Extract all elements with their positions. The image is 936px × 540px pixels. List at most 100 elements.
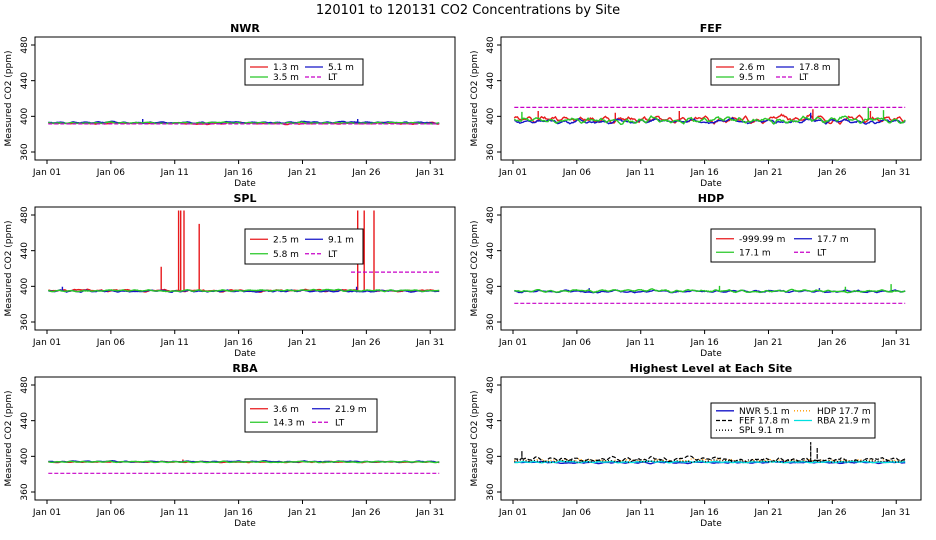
- legend: NWR 5.1 m HDP 17.7 m FEF 17.8 m RBA 21.9 m S…: [710, 402, 876, 439]
- y-tick-label: 480: [486, 376, 496, 393]
- y-tick-label: 400: [486, 277, 496, 294]
- panel-spl: SPL Date Measured CO2 (ppm) 360 400 440 480 Jan…: [4, 192, 456, 359]
- series-line-17-8-m: [514, 112, 906, 125]
- x-tick-label: Jan 31: [881, 338, 910, 348]
- plot-frame: [500, 206, 922, 331]
- series-line-spl-9-1-m: [514, 459, 906, 464]
- x-tick-label: Jan 21: [287, 508, 316, 518]
- x-tick-label: Jan 06: [96, 508, 125, 518]
- plot-frame: [34, 376, 456, 501]
- x-tick-label: Jan 11: [160, 508, 189, 518]
- x-tick-label: Jan 11: [626, 508, 655, 518]
- x-tick-label: Jan 26: [817, 168, 846, 178]
- plot-frame: [500, 36, 922, 161]
- x-tick-label: Jan 01: [498, 508, 527, 518]
- plot-frame: [34, 36, 456, 161]
- y-tick-label: 360: [20, 483, 30, 500]
- x-tick-label: Jan 21: [753, 168, 782, 178]
- panel-hdp: HDP Date Measured CO2 (ppm) 360 400 440 480 Jan…: [470, 192, 922, 359]
- x-tick-label: Jan 31: [415, 508, 444, 518]
- x-tick-label: Jan 06: [562, 508, 591, 518]
- y-tick-label: 400: [486, 107, 496, 124]
- panel-title: NWR: [230, 22, 260, 35]
- panel-rba: RBA Date Measured CO2 (ppm) 360 400 440 480 Jan…: [4, 362, 456, 529]
- legend-label: LT: [817, 248, 827, 258]
- legend: 1.3 m 5.1 m 3.5 m LT: [244, 58, 364, 86]
- x-tick-label: Jan 11: [160, 338, 189, 348]
- x-tick-label: Jan 11: [626, 338, 655, 348]
- y-tick-label: 440: [486, 242, 496, 259]
- legend-label: 3.6 m: [273, 405, 299, 415]
- legend-label: 9.5 m: [739, 73, 765, 83]
- legend-label: 1.3 m: [273, 63, 299, 73]
- series-group: [48, 459, 440, 474]
- series-line-fef-17-8-m: [514, 442, 906, 464]
- x-tick-label: Jan 31: [415, 168, 444, 178]
- x-tick-label: Jan 26: [351, 168, 380, 178]
- plot-frame: [500, 376, 922, 501]
- x-tick-label: Jan 11: [626, 168, 655, 178]
- legend-box: [710, 228, 876, 263]
- legend-label: 2.6 m: [739, 63, 765, 73]
- legend: 2.5 m 9.1 m 5.8 m LT: [244, 228, 364, 265]
- x-tick-label: Jan 26: [351, 508, 380, 518]
- panel-title: FEF: [700, 22, 723, 35]
- legend: -999.99 m 17.7 m 17.1 m LT: [710, 228, 876, 263]
- series-line-17-1-m: [514, 284, 906, 294]
- x-tick-label: Jan 06: [562, 338, 591, 348]
- panel-title: Highest Level at Each Site: [630, 362, 793, 375]
- series-group: [514, 284, 906, 304]
- legend-box: [710, 402, 876, 439]
- x-tick-label: Jan 16: [690, 508, 719, 518]
- x-tick-label: Jan 16: [224, 338, 253, 348]
- x-tick-label: Jan 16: [690, 168, 719, 178]
- x-tick-label: Jan 01: [32, 168, 61, 178]
- legend: 3.6 m 21.9 m 14.3 m LT: [244, 398, 378, 433]
- series-group: [513, 442, 906, 465]
- y-tick-label: 360: [486, 143, 496, 160]
- x-axis-label: Date: [700, 349, 722, 359]
- y-tick-label: 440: [20, 412, 30, 429]
- legend-label: 17.8 m: [799, 63, 831, 73]
- x-axis-label: Date: [234, 349, 256, 359]
- series-line-14-3-m: [48, 460, 440, 464]
- y-axis-label: Measured CO2 (ppm): [470, 51, 480, 147]
- legend-label: HDP 17.7 m: [817, 407, 871, 417]
- y-tick-label: 440: [20, 242, 30, 259]
- x-tick-label: Jan 31: [881, 168, 910, 178]
- y-tick-label: 480: [20, 206, 30, 223]
- y-tick-label: 360: [20, 143, 30, 160]
- x-axis-label: Date: [234, 179, 256, 189]
- legend-label: NWR 5.1 m: [739, 407, 790, 417]
- legend-box: [244, 58, 364, 86]
- panel-fef: FEF Date Measured CO2 (ppm) 360 400 440 480 Jan…: [470, 22, 922, 189]
- x-tick-label: Jan 06: [96, 168, 125, 178]
- legend-box: [244, 228, 364, 265]
- x-tick-label: Jan 06: [562, 168, 591, 178]
- legend-label: SPL 9.1 m: [739, 426, 784, 436]
- legend-label: -999.99 m: [739, 235, 785, 245]
- legend-label: 5.1 m: [328, 63, 354, 73]
- y-tick-label: 440: [20, 72, 30, 89]
- x-tick-label: Jan 01: [32, 508, 61, 518]
- series-group: [47, 210, 440, 294]
- x-tick-label: Jan 21: [287, 168, 316, 178]
- y-tick-label: 440: [486, 72, 496, 89]
- x-tick-label: Jan 31: [881, 508, 910, 518]
- legend-label: FEF 17.8 m: [739, 417, 790, 427]
- y-tick-label: 400: [20, 107, 30, 124]
- y-tick-label: 480: [20, 36, 30, 53]
- series-line-rba-21-9-m: [514, 460, 906, 464]
- panel-nwr: NWR Date Measured CO2 (ppm) 360 400 440 480 Jan…: [4, 22, 456, 189]
- x-tick-label: Jan 31: [415, 338, 444, 348]
- y-tick-label: 440: [486, 412, 496, 429]
- legend-label: 3.5 m: [273, 73, 299, 83]
- y-tick-label: 360: [486, 313, 496, 330]
- x-tick-label: Jan 01: [32, 338, 61, 348]
- legend-label: 17.1 m: [739, 248, 771, 258]
- x-tick-label: Jan 16: [690, 338, 719, 348]
- y-axis-label: Measured CO2 (ppm): [4, 51, 14, 147]
- legend-label: 9.1 m: [328, 235, 354, 245]
- x-tick-label: Jan 26: [817, 508, 846, 518]
